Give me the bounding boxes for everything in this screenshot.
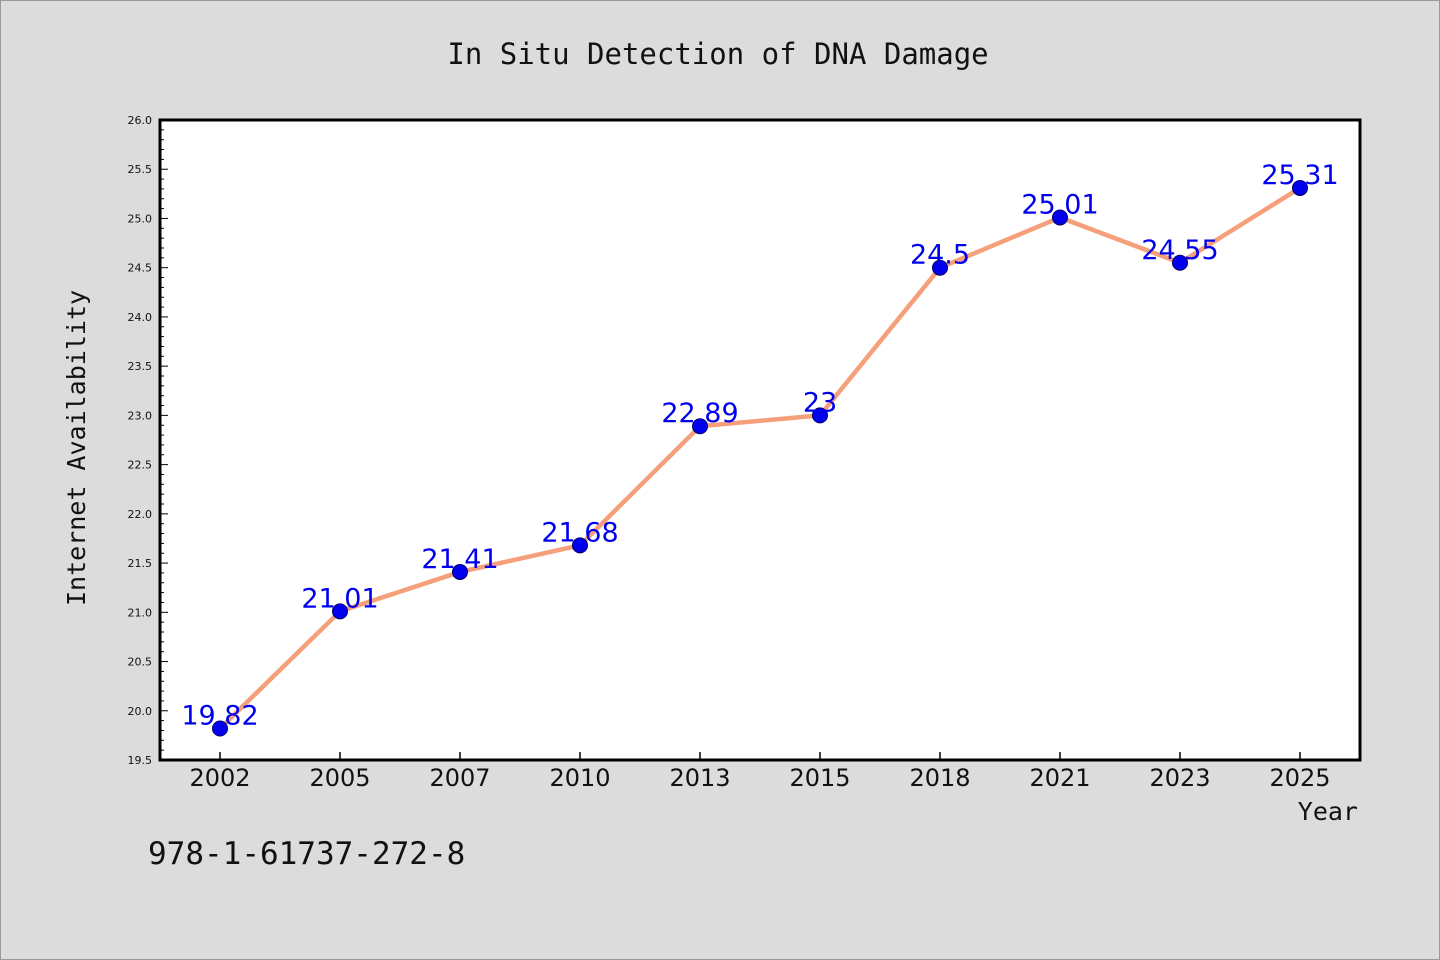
data-label: 19.82 bbox=[181, 700, 258, 731]
y-tick-label: 21.5 bbox=[128, 557, 153, 570]
data-point-marker bbox=[1172, 254, 1188, 271]
x-tick-label: 2010 bbox=[549, 764, 610, 792]
y-tick-label: 24.5 bbox=[128, 262, 153, 275]
y-tick-label: 26.0 bbox=[128, 114, 153, 127]
data-label: 21.68 bbox=[541, 517, 618, 548]
x-tick-label: 2018 bbox=[909, 764, 970, 792]
y-tick-label: 21.0 bbox=[128, 606, 153, 619]
x-tick-label: 2013 bbox=[669, 764, 730, 792]
data-point-marker bbox=[332, 603, 348, 620]
x-tick-label: 2015 bbox=[789, 764, 850, 792]
plot-area bbox=[158, 118, 1362, 762]
y-tick-label: 19.5 bbox=[128, 754, 153, 767]
y-tick-label: 25.0 bbox=[128, 212, 153, 225]
x-tick-label: 2021 bbox=[1029, 764, 1090, 792]
data-point-marker bbox=[812, 407, 828, 424]
y-tick-label: 22.0 bbox=[128, 508, 153, 521]
data-point-marker bbox=[1292, 179, 1308, 196]
isbn-annotation: 978-1-61737-272-8 bbox=[148, 836, 465, 872]
chart-title: In Situ Detection of DNA Damage bbox=[447, 37, 988, 71]
y-tick-label: 23.0 bbox=[128, 409, 153, 422]
data-points bbox=[212, 179, 1308, 737]
y-tick-label: 20.0 bbox=[128, 705, 153, 718]
x-tick-label: 2025 bbox=[1269, 764, 1330, 792]
x-tick-label: 2007 bbox=[429, 764, 490, 792]
data-label: 21.01 bbox=[301, 583, 378, 614]
data-label: 24.55 bbox=[1141, 235, 1218, 266]
x-tick-label: 2005 bbox=[309, 764, 370, 792]
data-point-marker bbox=[572, 537, 588, 554]
series-line-group bbox=[218, 186, 1302, 731]
y-axis: 19.5 20.0 20.5 21.0 21.5 22.0 22.5 23.0 23.5 24.0… bbox=[128, 114, 168, 767]
y-tick-label: 22.5 bbox=[128, 459, 153, 472]
y-axis-label: Internet Availability bbox=[62, 290, 91, 606]
data-point-marker bbox=[932, 259, 948, 276]
data-label: 21.41 bbox=[421, 544, 498, 575]
data-label: 24.5 bbox=[910, 240, 970, 271]
data-point-marker bbox=[452, 563, 468, 580]
x-tick-label: 2002 bbox=[189, 764, 250, 792]
data-point-marker bbox=[1052, 209, 1068, 226]
y-tick-label: 24.0 bbox=[128, 311, 153, 324]
y-tick-label: 20.5 bbox=[128, 656, 153, 669]
y-tick-label: 25.5 bbox=[128, 163, 153, 176]
data-label: 22.89 bbox=[661, 398, 738, 429]
data-labels: 19.82 21.01 21.41 21.68 22.89 23 24.5 25.01 24.5… bbox=[181, 160, 1338, 732]
y-tick-label: 23.5 bbox=[128, 360, 153, 373]
series-line bbox=[218, 186, 1302, 731]
x-axis: 2002 2005 2007 2010 2013 2015 2018 2021 2023 2025 bbox=[189, 752, 1331, 792]
data-point-marker bbox=[692, 418, 708, 435]
data-point-marker bbox=[212, 720, 228, 737]
data-label: 25.01 bbox=[1021, 189, 1098, 220]
data-label: 25.31 bbox=[1261, 160, 1338, 191]
data-label: 23 bbox=[803, 387, 837, 418]
x-axis-label: Year bbox=[1298, 797, 1358, 826]
x-tick-label: 2023 bbox=[1149, 764, 1210, 792]
